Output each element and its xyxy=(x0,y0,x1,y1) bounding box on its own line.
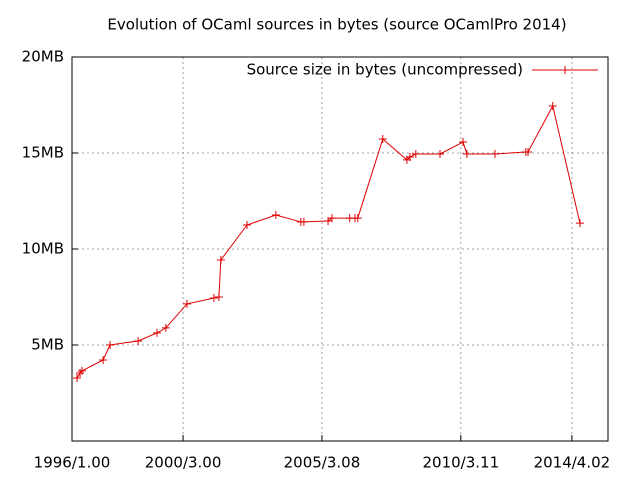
marker xyxy=(435,149,444,158)
y-tick-label: 10MB xyxy=(22,240,64,258)
legend-marker xyxy=(561,66,569,74)
marker xyxy=(72,374,81,383)
chart-title: Evolution of OCaml sources in bytes (sou… xyxy=(107,16,566,34)
marker xyxy=(182,299,191,308)
marker xyxy=(575,219,584,228)
marker xyxy=(459,138,468,147)
marker xyxy=(99,355,108,364)
x-tick-label: 2000/3.00 xyxy=(145,454,222,472)
marker xyxy=(134,336,143,345)
marker xyxy=(152,328,161,337)
x-tick-label: 2010/3.11 xyxy=(422,454,499,472)
marker xyxy=(216,255,225,264)
x-tick-label: 2014/4.02 xyxy=(534,454,611,472)
marker xyxy=(242,221,251,229)
marker xyxy=(76,369,85,378)
marker xyxy=(353,214,362,223)
marker xyxy=(405,153,414,162)
marker xyxy=(462,149,471,158)
marker xyxy=(378,134,387,143)
marker xyxy=(327,214,336,223)
marker xyxy=(161,323,170,332)
marker xyxy=(548,101,557,110)
y-tick-label: 15MB xyxy=(22,144,64,162)
marker xyxy=(214,293,223,301)
marker xyxy=(524,148,533,157)
plot-frame xyxy=(71,56,609,442)
marker xyxy=(77,366,86,375)
data-line xyxy=(76,104,581,379)
legend-label: Source size in bytes (uncompressed) xyxy=(247,61,523,79)
marker xyxy=(209,293,218,302)
x-tick-label: 1996/1.00 xyxy=(34,454,111,472)
marker xyxy=(411,149,420,158)
marker xyxy=(106,341,115,349)
y-tick-label: 5MB xyxy=(31,336,64,354)
x-tick-label: 2005/3.08 xyxy=(284,454,361,472)
marker xyxy=(271,211,280,220)
marker xyxy=(490,149,499,158)
marker xyxy=(299,217,308,226)
y-tick-label: 20MB xyxy=(22,48,64,66)
